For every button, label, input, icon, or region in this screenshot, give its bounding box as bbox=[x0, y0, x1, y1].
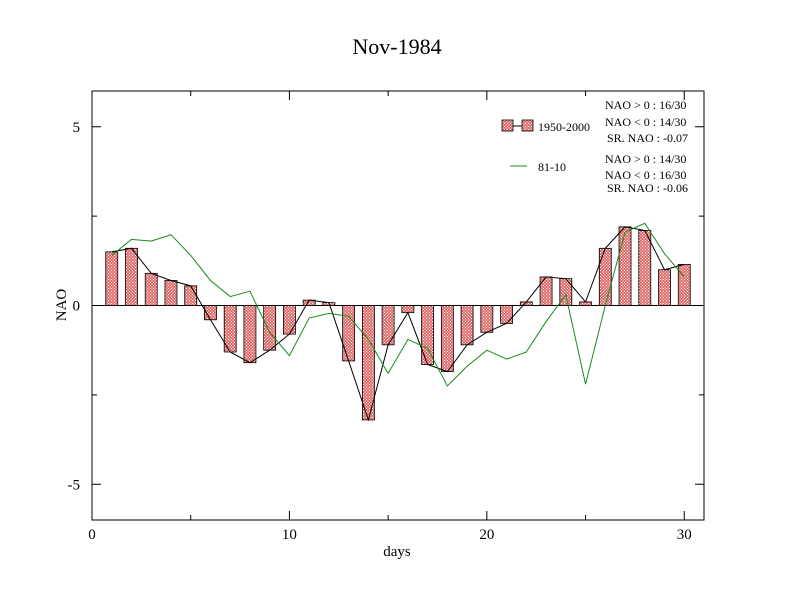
legend-swatch-1950-2000-a bbox=[501, 119, 514, 132]
bar-1950-2000-day-9 bbox=[263, 305, 277, 351]
bar-1950-2000-day-8 bbox=[243, 305, 257, 364]
stat-1950-2000-nao-positive: NAO > 0 : 16/30 bbox=[605, 98, 686, 112]
bar-1950-2000-day-4 bbox=[164, 280, 178, 306]
line-series bbox=[111, 222, 685, 422]
line-1950-2000 bbox=[111, 226, 685, 422]
bar-1950-2000-day-26 bbox=[598, 247, 612, 306]
x-tick-label: 20 bbox=[479, 527, 494, 543]
stat-1950-2000-nao-negative: NAO < 0 : 14/30 bbox=[605, 115, 686, 129]
stat-1950-2000-sr-nao: SR. NAO : -0.07 bbox=[607, 131, 688, 145]
axis-ticks: 0 10 20 30 -5 0 5 bbox=[68, 91, 704, 543]
legend-label-1950-2000: 1950-2000 bbox=[538, 120, 590, 134]
y-tick-label: -5 bbox=[68, 477, 81, 493]
bar-1950-2000-day-24 bbox=[559, 278, 573, 306]
bar-1950-2000-day-28 bbox=[638, 230, 652, 306]
bar-1950-2000-day-1 bbox=[105, 251, 119, 306]
y-tick-label: 0 bbox=[73, 299, 81, 315]
x-axis-label: days bbox=[383, 544, 411, 560]
x-tick-label: 30 bbox=[677, 527, 692, 543]
y-tick-label: 5 bbox=[73, 120, 81, 136]
bar-1950-2000-day-23 bbox=[539, 276, 553, 306]
bar-1950-2000-day-20 bbox=[480, 305, 494, 333]
bar-1950-2000-day-18 bbox=[440, 305, 454, 373]
bar-1950-2000-day-16 bbox=[401, 305, 415, 314]
line-81-10 bbox=[111, 222, 685, 387]
bar-1950-2000-day-30 bbox=[677, 263, 691, 306]
chart-title: Nov-1984 bbox=[352, 34, 441, 59]
stat-81-10-sr-nao: SR. NAO : -0.06 bbox=[607, 181, 688, 195]
y-axis-label: NAO bbox=[54, 289, 70, 322]
legend-swatch-1950-2000-b bbox=[521, 119, 534, 132]
legend: 1950-2000 81-10 NAO > 0 : 16/30 NAO < 0 … bbox=[501, 98, 688, 195]
stat-81-10-nao-negative: NAO < 0 : 16/30 bbox=[605, 168, 686, 182]
bar-1950-2000-day-21 bbox=[500, 305, 513, 324]
bar-1950-2000-day-27 bbox=[618, 226, 632, 306]
legend-label-81-10: 81-10 bbox=[538, 160, 566, 174]
bar-1950-2000-day-10 bbox=[283, 305, 296, 335]
x-tick-label: 0 bbox=[88, 527, 96, 543]
stat-81-10-nao-positive: NAO > 0 : 14/30 bbox=[605, 152, 686, 166]
bar-1950-2000-day-3 bbox=[144, 272, 158, 306]
plot-area: 0 10 20 30 -5 0 5 bbox=[68, 90, 705, 543]
bar-1950-2000-day-19 bbox=[460, 305, 474, 346]
x-tick-label: 10 bbox=[282, 527, 297, 543]
bar-1950-2000-day-2 bbox=[125, 247, 138, 306]
bar-1950-2000-day-29 bbox=[658, 269, 671, 306]
bar-1950-2000-day-5 bbox=[184, 285, 198, 306]
bar-1950-2000-day-13 bbox=[342, 305, 356, 362]
